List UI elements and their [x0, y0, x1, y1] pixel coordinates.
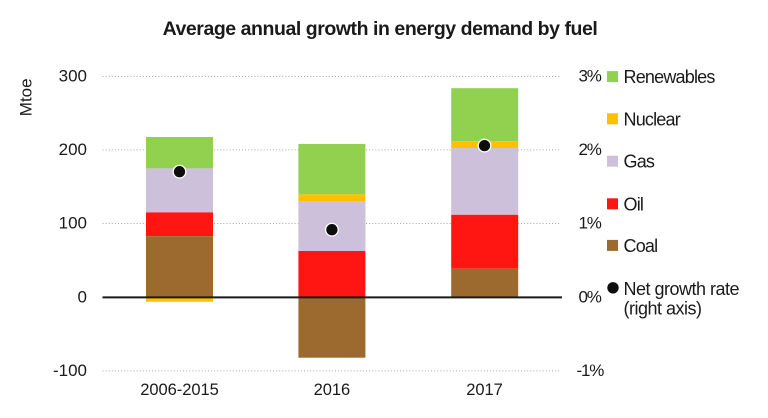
svg-text:300: 300	[59, 66, 87, 85]
svg-text:2%: 2%	[579, 140, 602, 159]
svg-text:Coal: Coal	[624, 236, 658, 256]
svg-text:0%: 0%	[579, 287, 602, 306]
svg-text:2016: 2016	[314, 381, 351, 399]
svg-text:Oil: Oil	[624, 194, 644, 214]
svg-text:Nuclear: Nuclear	[624, 109, 681, 129]
svg-text:Mtoe: Mtoe	[17, 78, 36, 116]
svg-text:Renewables: Renewables	[624, 67, 716, 87]
svg-text:3%: 3%	[579, 66, 602, 85]
svg-text:2017: 2017	[466, 381, 503, 399]
svg-text:200: 200	[59, 140, 87, 159]
svg-text:2006-2015: 2006-2015	[140, 381, 218, 399]
svg-text:100: 100	[59, 213, 87, 232]
svg-text:-1%: -1%	[577, 361, 605, 380]
svg-text:-100: -100	[53, 361, 87, 380]
svg-text:Average annual growth in energ: Average annual growth in energy demand b…	[163, 18, 598, 40]
svg-text:Gas: Gas	[624, 152, 655, 172]
svg-text:1%: 1%	[579, 213, 602, 232]
svg-text:0: 0	[78, 287, 87, 306]
svg-text:(right axis): (right axis)	[624, 299, 702, 319]
svg-text:Net growth rate: Net growth rate	[624, 279, 740, 299]
